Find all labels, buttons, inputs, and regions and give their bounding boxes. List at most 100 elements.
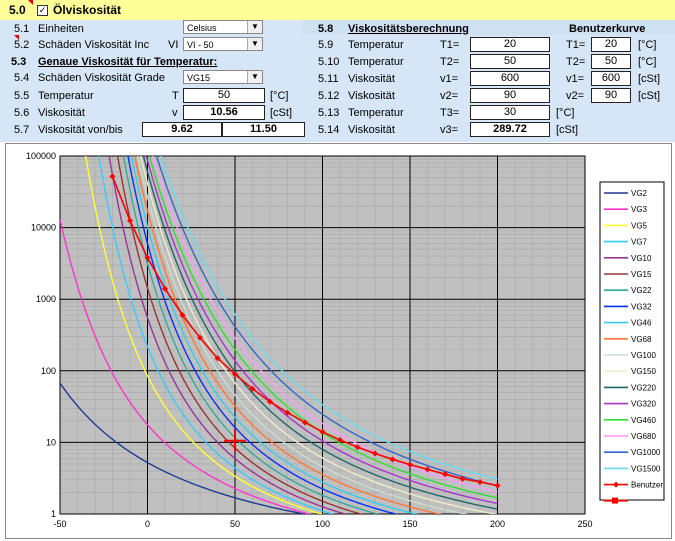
series-line-vg1500 [159, 156, 498, 481]
user-series-point [354, 444, 361, 451]
user-series-point [127, 217, 133, 224]
calc-input[interactable]: 30 [470, 105, 550, 120]
units-label: Einheiten [38, 23, 84, 35]
calc-symbol: T1= [440, 39, 460, 51]
unit-label: [cSt] [638, 73, 661, 85]
legend-entry: VG100 [631, 351, 656, 360]
unit-label: [cSt] [270, 107, 293, 119]
calc-header-bar [303, 20, 675, 35]
unit-label: [°C] [638, 39, 657, 51]
comment-marker-icon [28, 0, 33, 5]
user-series-point [179, 312, 186, 319]
x-tick-label: 100 [315, 519, 330, 529]
user-series-point [337, 437, 343, 444]
section-header: 5.0 ✓ Ölviskosität [0, 0, 675, 21]
row-num: 5.13 [318, 107, 340, 119]
row-num: 5.7 [14, 124, 30, 136]
unit-label: [cSt] [556, 124, 579, 136]
series-line-vg100 [136, 156, 469, 514]
user-curve-heading: Benutzerkurve [569, 23, 646, 35]
unit-label: [°C] [270, 90, 289, 102]
calc-symbol: v1= [440, 73, 459, 85]
row-num: 5.14 [318, 124, 340, 136]
legend-entry: VG15 [631, 270, 652, 279]
calc-symbol: v3= [440, 124, 459, 136]
calc-symbol: T3= [440, 107, 460, 119]
y-tick-label: 1 [51, 509, 56, 519]
user-series-point [162, 285, 168, 292]
user-series-point [407, 461, 413, 468]
x-tick-label: 150 [402, 519, 417, 529]
vi-symbol: VI [168, 39, 179, 51]
user-series-point [144, 254, 151, 261]
viscosity-from-value: 9.62 [142, 122, 222, 137]
user-series-point [442, 471, 448, 478]
user-series-point [284, 409, 291, 416]
user-symbol: T1= [566, 39, 586, 51]
series-line-vg2 [60, 382, 308, 514]
legend-entry: VG7 [631, 238, 648, 247]
user-series-point [372, 450, 378, 457]
user-input[interactable]: 90 [591, 88, 631, 103]
vi-label: Schäden Viskosität Inc [38, 39, 150, 51]
legend-entry: VG320 [631, 400, 656, 409]
legend-entry: VG5 [631, 221, 648, 230]
calc-input[interactable]: 20 [470, 37, 550, 52]
grade-select[interactable]: VG15 ▼ [183, 70, 263, 84]
series-line-vg68 [134, 156, 443, 514]
user-series-point [267, 398, 273, 405]
legend-entry: VG1500 [631, 464, 661, 473]
chevron-down-icon[interactable]: ▼ [247, 38, 262, 50]
user-series-point [214, 355, 221, 362]
oil-viscosity-checkbox[interactable]: ✓ [37, 5, 48, 16]
x-tick-label: 50 [230, 519, 240, 529]
user-series-point [232, 371, 238, 378]
series-line-vg7 [98, 156, 335, 514]
legend-entry: VG150 [631, 367, 656, 376]
chevron-down-icon[interactable]: ▼ [247, 71, 262, 83]
viscosity-chart: -50 0 50 100 150 200 250 1 10 100 1000 10000 100000 V… [5, 143, 672, 539]
calc-heading: Viskositätsberechnung [348, 23, 469, 35]
calc-label: Temperatur [348, 56, 404, 68]
exact-viscosity-heading: Genaue Viskosität für Temperatur: [38, 56, 218, 68]
unit-label: [°C] [638, 56, 657, 68]
form-panel [0, 20, 675, 142]
unit-label: [°C] [556, 107, 575, 119]
calc-label: Temperatur [348, 39, 404, 51]
calc-input[interactable]: 600 [470, 71, 550, 86]
legend-entry: VG46 [631, 319, 652, 328]
row-num: 5.2 [14, 39, 30, 51]
x-tick-label: 200 [490, 519, 505, 529]
row-num: 5.5 [14, 90, 30, 102]
x-tick-label: 250 [577, 519, 592, 529]
calc-label: Viskosität [348, 124, 395, 136]
units-select[interactable]: Celsius ▼ [183, 20, 263, 34]
series-line-vg10 [108, 156, 348, 514]
y-tick-label: 100 [41, 366, 56, 376]
user-series-point [459, 475, 466, 482]
series-line-vg150 [139, 156, 498, 514]
chevron-down-icon[interactable]: ▼ [247, 21, 262, 33]
user-input[interactable]: 20 [591, 37, 631, 52]
calc-input[interactable]: 50 [470, 54, 550, 69]
viscosity-range-label: Viskosität von/bis [38, 124, 123, 136]
row-num: 5.1 [14, 23, 30, 35]
user-input[interactable]: 50 [591, 54, 631, 69]
series-line-vg22 [122, 156, 380, 514]
row-num: 5.9 [318, 39, 334, 51]
series-line-vg220 [142, 156, 498, 510]
user-input[interactable]: 600 [591, 71, 631, 86]
user-series-point [197, 334, 203, 341]
viscosity-symbol: v [172, 107, 178, 119]
calc-input[interactable]: 90 [470, 88, 550, 103]
legend-entry: VG3 [631, 205, 648, 214]
legend-entry: VG680 [631, 432, 656, 441]
x-tick-label: 0 [145, 519, 150, 529]
x-tick-label: -50 [53, 519, 66, 529]
series-line-vg1000 [155, 156, 498, 487]
legend-entry: VG68 [631, 335, 652, 344]
user-series-point [109, 173, 116, 180]
vi-select[interactable]: VI - 50 ▼ [183, 37, 263, 51]
temperature-input[interactable]: 50 [183, 88, 265, 103]
series-line-vg3 [60, 219, 313, 514]
